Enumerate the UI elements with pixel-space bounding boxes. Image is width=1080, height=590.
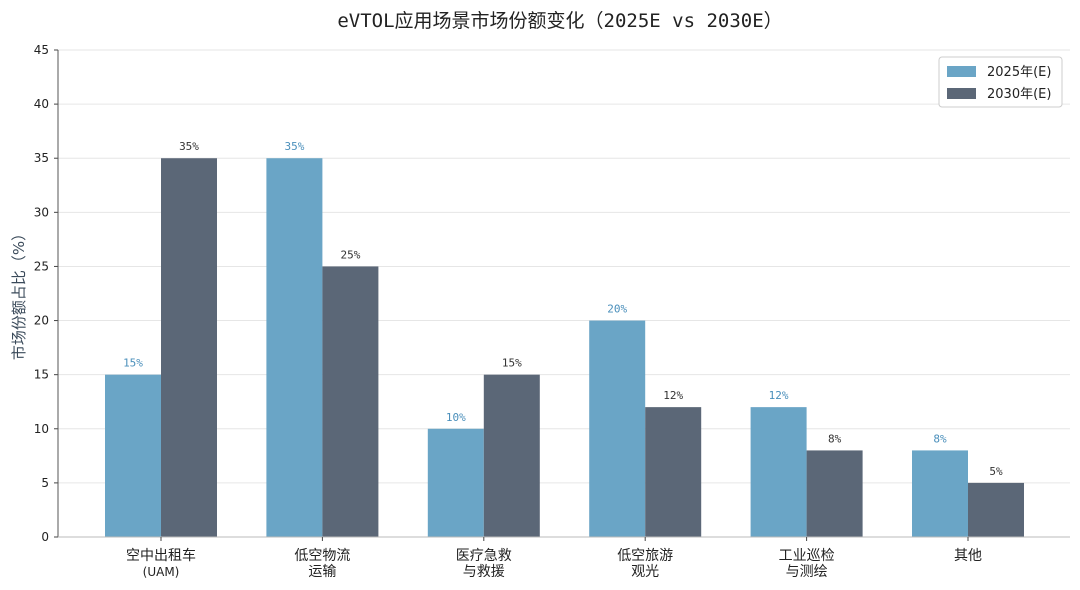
data-label: 8%	[828, 432, 842, 445]
data-label: 20%	[607, 303, 627, 316]
bar	[750, 407, 807, 537]
y-tick-label: 0	[41, 530, 49, 544]
y-tick-label: 30	[34, 205, 49, 219]
x-tick-label: 与测绘	[786, 564, 828, 580]
y-tick-label: 15	[34, 368, 49, 382]
data-label: 12%	[663, 389, 683, 402]
bar	[322, 266, 379, 537]
bars: 15% 35% 35% 25% 10% 15% 20% 12% 12% 8% 8% 5%	[105, 140, 1024, 537]
bar	[645, 407, 702, 537]
data-label: 5%	[989, 465, 1003, 478]
x-tick-label: 低空物流	[294, 548, 350, 564]
y-tick-label: 5	[41, 476, 49, 490]
x-tick-label: 医疗急救	[456, 548, 512, 564]
bar	[161, 158, 217, 537]
y-tick-label: 35	[34, 151, 49, 165]
x-tick-label: 工业巡检	[779, 548, 835, 564]
bar	[968, 482, 1024, 537]
data-label: 8%	[933, 432, 947, 445]
data-label: 25%	[340, 248, 360, 261]
data-label: 15%	[123, 357, 143, 370]
y-tick-label: 10	[34, 422, 49, 436]
x-tick-label: 空中出租车	[126, 547, 196, 564]
bar	[427, 428, 484, 537]
y-tick-label: 20	[34, 314, 49, 328]
legend: 2025年(E) 2030年(E)	[938, 56, 1063, 108]
bar	[483, 374, 540, 537]
data-label: 35%	[179, 140, 199, 153]
chart-title: eVTOL应用场景市场份额变化（2025E vs 2030E）	[337, 10, 782, 32]
y-axis-label: 市场份额占比（%）	[10, 226, 28, 360]
y-tick-label: 40	[34, 97, 49, 111]
gridlines	[58, 49, 1070, 484]
data-label: 10%	[446, 411, 466, 424]
x-tick-label: 运输	[308, 564, 336, 580]
x-tick-label: 低空旅游	[617, 548, 673, 564]
legend-swatch	[947, 88, 976, 99]
x-tick-label: (UAM)	[143, 565, 180, 579]
bar	[912, 450, 968, 537]
legend-label: 2030年(E)	[987, 87, 1051, 102]
legend-swatch	[947, 66, 976, 77]
x-tick-label: 其他	[954, 548, 982, 564]
data-label: 35%	[284, 140, 304, 153]
data-label: 12%	[769, 389, 789, 402]
bar	[806, 450, 863, 537]
bar	[589, 320, 646, 537]
x-tick-label: 观光	[631, 564, 659, 580]
y-tick-label: 25	[34, 259, 49, 273]
data-label: 15%	[502, 357, 522, 370]
y-tick-label: 45	[34, 43, 49, 57]
x-tick-label: 与救援	[463, 564, 505, 580]
bar	[105, 374, 161, 537]
legend-label: 2025年(E)	[987, 65, 1051, 80]
bar	[266, 158, 323, 537]
